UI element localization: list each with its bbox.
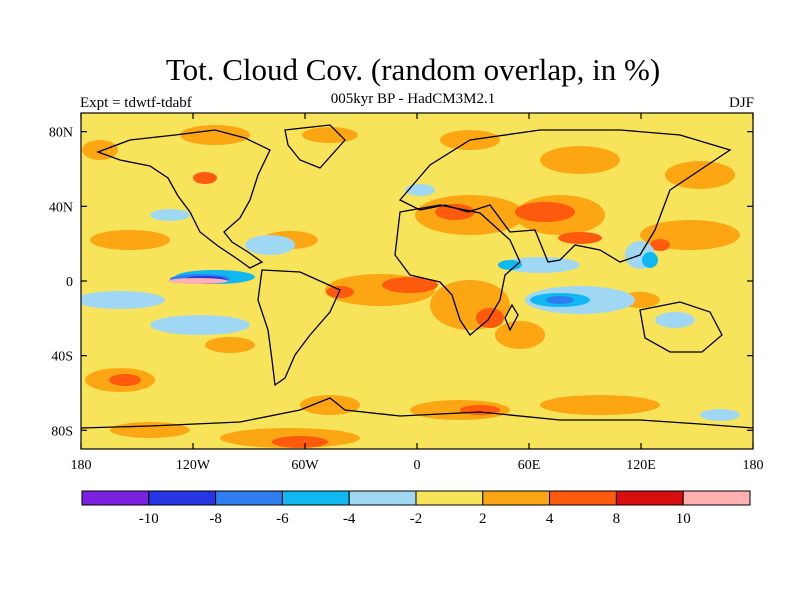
colorbar-swatch <box>615 490 684 506</box>
anomaly-field <box>81 113 753 449</box>
colorbar: -10 -8 -6 -4 -2 2 4 8 10 <box>81 490 751 527</box>
x-tick-label: 60W <box>291 458 319 473</box>
x-tick-label: 60E <box>518 458 541 473</box>
x-tick-label: 180 <box>743 458 764 473</box>
x-tick-label: 0 <box>414 458 421 473</box>
colorbar-swatch <box>215 490 283 506</box>
anomaly-4-to-8-regions <box>109 172 670 448</box>
colorbar-swatch <box>81 490 150 506</box>
colorbar-label: 2 <box>479 511 487 527</box>
colorbar-label: 10 <box>676 511 691 527</box>
colorbar-swatch <box>281 490 350 506</box>
map-title: Tot. Cloud Cov. (random overlap, in %) <box>165 52 661 87</box>
anomaly-above-10-regions <box>168 278 228 284</box>
colorbar-label: -10 <box>139 511 159 527</box>
y-tick-label: 0 <box>66 275 73 290</box>
y-tick-label: 40S <box>51 350 73 365</box>
colorbar-swatch <box>682 490 751 506</box>
colorbar-swatch <box>549 490 617 506</box>
colorbar-label: 4 <box>546 511 554 527</box>
colorbar-label: -8 <box>209 511 222 527</box>
colorbar-swatch <box>482 490 551 506</box>
map-subtitle: 005kyr BP - HadCM3M2.1 <box>330 91 496 107</box>
y-tick-label: 40N <box>49 200 73 215</box>
x-tick-label: 120W <box>176 458 211 473</box>
colorbar-swatch <box>148 490 217 506</box>
coastlines <box>81 124 753 429</box>
colorbar-label: -2 <box>410 511 423 527</box>
y-tick-label: 80N <box>49 126 73 141</box>
colorbar-label: 8 <box>613 511 621 527</box>
y-tick-label: 80S <box>51 424 73 439</box>
x-tick-label: 120E <box>626 458 656 473</box>
colorbar-label: -6 <box>276 511 289 527</box>
experiment-label: Expt = tdwtf-tdabf <box>80 95 192 111</box>
colorbar-label: -4 <box>343 511 356 527</box>
colorbar-swatch <box>415 490 484 506</box>
colorbar-swatch <box>348 490 417 506</box>
season-label: DJF <box>728 95 754 111</box>
axis-ticks: 180 120W 60W 0 60E 120E 180 80N 40N 0 40S 80S <box>49 113 764 473</box>
x-tick-label: 180 <box>71 458 92 473</box>
